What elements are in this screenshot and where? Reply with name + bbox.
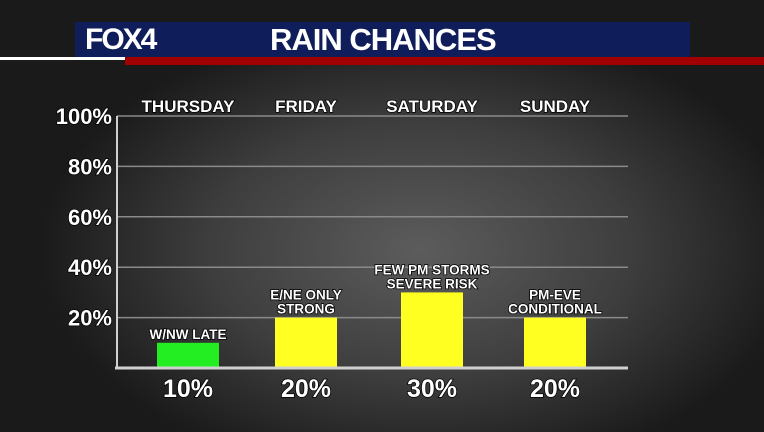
y-tick-label: 60% <box>68 205 112 230</box>
bar-annotation: E/NE ONLY <box>270 288 342 303</box>
bar-annotation: SEVERE RISK <box>387 276 478 291</box>
category-label: THURSDAY <box>142 97 236 116</box>
fox4-logo: FOX4 <box>85 23 157 56</box>
y-tick-label: 80% <box>68 154 112 179</box>
bar-annotation: STRONG <box>277 302 335 317</box>
value-label: 10% <box>163 375 213 403</box>
bar-annotation: W/NW LATE <box>150 327 227 342</box>
bar-annotation: FEW PM STORMS <box>374 262 489 277</box>
bar-annotation: CONDITIONAL <box>508 302 602 317</box>
bar <box>524 317 586 368</box>
bar <box>157 342 219 368</box>
category-label: SUNDAY <box>520 97 591 116</box>
value-label: 20% <box>281 375 331 403</box>
white-stripe <box>0 57 125 60</box>
y-tick-label: 100% <box>56 104 112 129</box>
category-label: FRIDAY <box>275 97 337 116</box>
bar <box>275 317 337 368</box>
category-label: SATURDAY <box>386 97 478 116</box>
y-tick-label: 40% <box>68 255 112 280</box>
value-label: 20% <box>530 375 580 403</box>
y-tick-label: 20% <box>68 306 112 331</box>
value-label: 30% <box>407 375 457 403</box>
red-stripe <box>125 57 764 65</box>
bar-annotation: PM-EVE <box>529 288 581 303</box>
title-banner <box>75 22 690 57</box>
bar <box>401 292 463 368</box>
page-title: RAIN CHANCES <box>270 22 497 57</box>
